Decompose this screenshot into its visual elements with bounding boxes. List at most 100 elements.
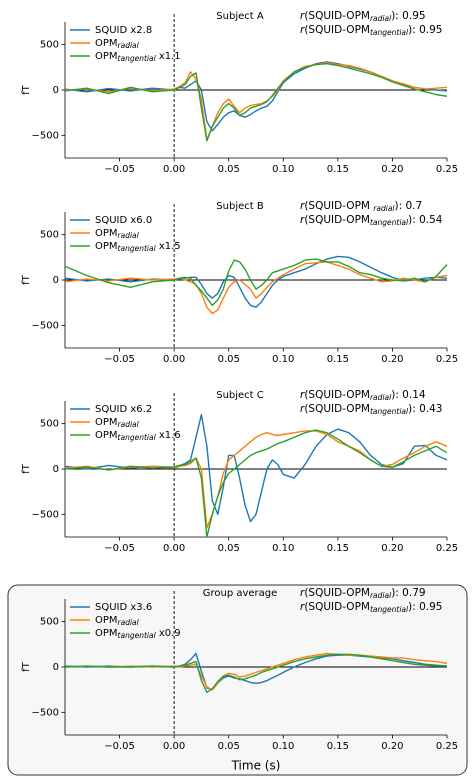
correlation-sep: ):: [391, 587, 402, 599]
legend-label: SQUID x6.2: [95, 404, 152, 415]
correlation-subscript: radial: [370, 14, 392, 23]
correlation-pair: (SQUID-OPM: [304, 601, 370, 613]
y-tick-label: −500: [32, 509, 59, 520]
legend-subscript: tangential: [118, 54, 157, 63]
correlation-pair: (SQUID-OPM: [304, 403, 370, 415]
group-frame: [7, 584, 468, 776]
y-tick-label: −500: [32, 707, 59, 718]
correlation-pair: (SQUID-OPM: [304, 389, 370, 401]
x-tick-label: 0.05: [218, 354, 240, 365]
x-axis-label: Time (s): [231, 759, 281, 773]
x-tick-label: −0.05: [104, 741, 135, 752]
x-tick-label: 0.10: [272, 354, 294, 365]
x-tick-label: 0.20: [381, 543, 403, 554]
x-tick-label: 0.15: [327, 741, 349, 752]
x-tick-label: 0.20: [381, 354, 403, 365]
y-tick-label: −500: [32, 320, 59, 331]
legend-label: OPMtangential x1.1: [95, 51, 181, 63]
x-tick-label: 0.05: [218, 741, 240, 752]
correlation-value: 0.43: [419, 403, 442, 415]
correlation-value: 0.54: [419, 214, 443, 226]
x-tick-label: 0.05: [218, 164, 240, 175]
correlation-subscript: tangential: [370, 28, 409, 37]
legend-subscript: tangential: [118, 631, 157, 640]
legend-label: SQUID x2.8: [95, 25, 152, 36]
x-tick-label: 0.25: [436, 354, 458, 365]
correlation-sep: ):: [408, 24, 419, 36]
correlation-symbol: r: [300, 587, 305, 599]
series-line: [64, 653, 447, 694]
series-line: [64, 255, 448, 308]
correlation-value: 0.95: [419, 24, 442, 36]
legend-name: OPM: [95, 38, 118, 49]
correlation-value: 0.7: [406, 200, 423, 212]
correlation-subscript: radial: [370, 393, 392, 402]
legend-label: OPMradial: [95, 228, 140, 240]
x-tick-label: −0.05: [104, 354, 135, 365]
legend-name: OPM: [95, 228, 118, 239]
y-axis-label: fT: [21, 274, 32, 285]
correlation-pair: (SQUID-OPM: [304, 200, 373, 212]
x-tick-label: 0.05: [218, 543, 240, 554]
correlation-subscript: tangential: [370, 218, 409, 227]
legend-label: SQUID x6.0: [95, 215, 152, 226]
legend-name: SQUID x6.2: [95, 404, 152, 415]
correlation-pair: (SQUID-OPM: [304, 587, 370, 599]
y-tick-label: 500: [40, 617, 59, 628]
legend-suffix: x1.6: [156, 430, 181, 441]
y-tick-label: 500: [40, 40, 59, 51]
y-axis-label: fT: [21, 463, 32, 474]
legend-label: OPMradial: [95, 417, 140, 429]
y-tick-label: 0: [53, 464, 59, 475]
correlation-value: 0.79: [402, 587, 425, 599]
correlation: r(SQUID-OPMtangential): 0.43: [300, 403, 442, 416]
correlation-sep: ):: [391, 10, 402, 22]
y-tick-label: 0: [53, 275, 59, 286]
legend-name: OPM: [95, 51, 118, 62]
panel-title: Subject A: [216, 11, 264, 22]
correlation-symbol: r: [300, 389, 305, 401]
correlation-symbol: r: [300, 214, 305, 226]
series-line: [64, 62, 448, 141]
legend-subscript: tangential: [118, 433, 157, 442]
correlation-sep: ):: [408, 214, 419, 226]
x-tick-label: 0.15: [327, 543, 349, 554]
series-line: [64, 652, 448, 691]
legend-label: OPMradial: [95, 615, 140, 627]
x-tick-label: 0.10: [272, 543, 294, 554]
correlation-symbol: r: [300, 601, 305, 613]
legend-suffix: x0.9: [156, 628, 181, 639]
x-tick-label: −0.05: [104, 543, 135, 554]
x-tick-label: 0.00: [163, 164, 185, 175]
correlation: r(SQUID-OPMtangential): 0.95: [300, 601, 442, 614]
correlation: r(SQUID-OPMradial): 0.79: [300, 587, 426, 600]
correlation-value: 0.95: [402, 10, 425, 22]
legend-label: OPMtangential x0.9: [95, 628, 181, 640]
x-tick-label: 0.10: [272, 741, 294, 752]
correlation-pair: (SQUID-OPM: [304, 24, 370, 36]
correlation-sep: ):: [408, 601, 419, 613]
legend-label: OPMradial: [95, 38, 140, 50]
series-line: [64, 261, 448, 315]
x-tick-label: 0.10: [272, 164, 294, 175]
correlation: r(SQUID-OPMtangential): 0.95: [300, 24, 442, 37]
legend-subscript: radial: [118, 231, 140, 240]
legend-subscript: tangential: [118, 244, 157, 253]
x-tick-label: −0.05: [104, 164, 135, 175]
legend-name: OPM: [95, 430, 118, 441]
x-tick-label: 0.15: [327, 164, 349, 175]
y-axis-label: fT: [21, 84, 32, 95]
y-axis-label: fT: [21, 661, 32, 672]
legend-name: OPM: [95, 628, 118, 639]
correlation-symbol: r: [300, 403, 305, 415]
x-tick-label: 0.00: [163, 354, 185, 365]
correlation-symbol: r: [300, 200, 305, 212]
legend-suffix: x1.1: [156, 51, 181, 62]
correlation-pair: (SQUID-OPM: [304, 10, 370, 22]
x-tick-label: 0.25: [436, 741, 458, 752]
correlation-sep: ):: [391, 389, 402, 401]
x-tick-label: 0.00: [163, 741, 185, 752]
correlation-symbol: r: [300, 24, 305, 36]
correlation-value: 0.95: [419, 601, 442, 613]
correlation-subscript: radial: [370, 591, 392, 600]
